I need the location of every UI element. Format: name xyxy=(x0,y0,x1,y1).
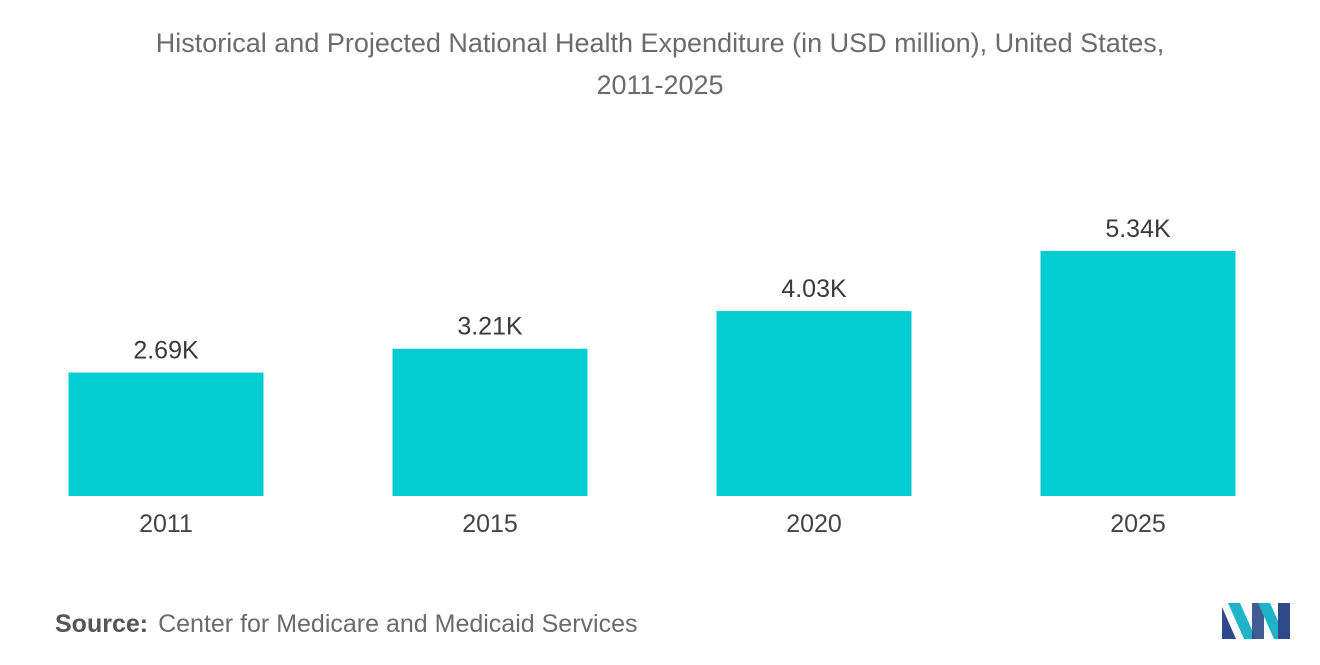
category-labels-group: 2011 2015 2020 2025 xyxy=(139,510,1166,538)
category-label-2020: 2020 xyxy=(786,510,842,538)
value-label-2015: 3.21K xyxy=(457,313,523,341)
value-label-2020: 4.03K xyxy=(781,275,847,303)
chart-title-line-1: Historical and Projected National Health… xyxy=(155,28,1165,58)
value-label-2025: 5.34K xyxy=(1105,215,1171,243)
value-label-2011: 2.69K xyxy=(133,337,199,365)
value-labels-group: 2.69K 3.21K 4.03K 5.34K xyxy=(133,215,1171,365)
bar-chart: 2.69K 3.21K 4.03K 5.34K 2011 2015 2020 2025 xyxy=(68,215,1236,538)
bars-group xyxy=(68,251,1236,496)
chart-title-line-2: 2011-2025 xyxy=(596,70,724,100)
bar-2011 xyxy=(68,372,264,496)
category-label-2015: 2015 xyxy=(462,510,518,538)
bar-2020 xyxy=(716,311,912,496)
category-label-2025: 2025 xyxy=(1110,510,1166,538)
category-label-2011: 2011 xyxy=(139,510,193,538)
bar-2015 xyxy=(392,348,588,496)
bar-2025 xyxy=(1040,251,1236,496)
source-label: Source: xyxy=(55,610,149,638)
mordor-intelligence-logo-icon xyxy=(1222,603,1290,639)
chart-title: Historical and Projected National Health… xyxy=(0,22,1320,106)
source-text: Center for Medicare and Medicaid Service… xyxy=(158,610,638,638)
source-note: Source: Center for Medicare and Medicaid … xyxy=(55,610,637,639)
